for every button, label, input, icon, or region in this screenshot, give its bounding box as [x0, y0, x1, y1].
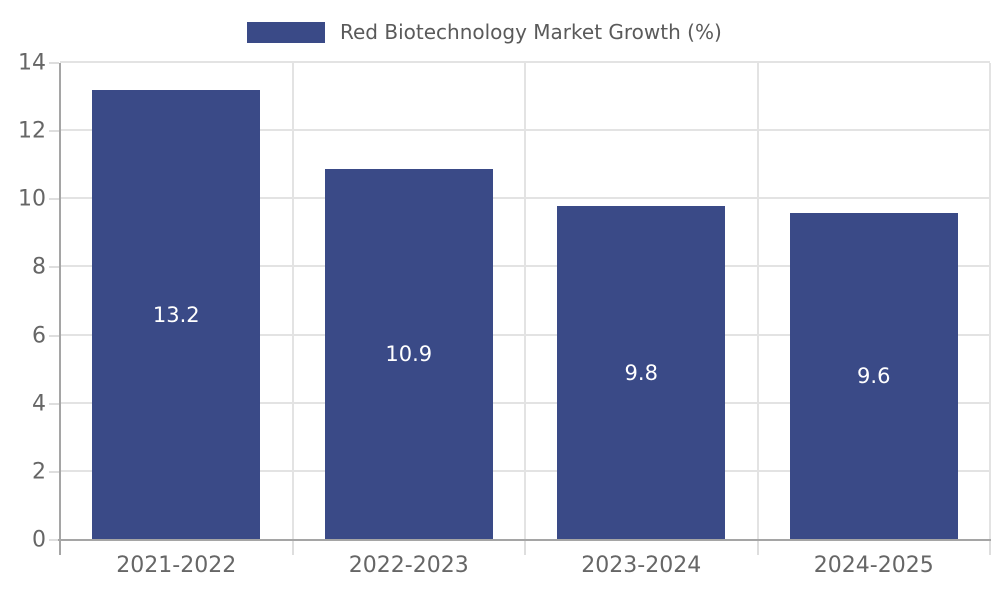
bar-2024-2025	[789, 212, 958, 540]
y-tick-label: 6	[32, 323, 46, 349]
bar-value-label: 9.8	[624, 361, 658, 386]
gridline-x-2	[524, 63, 526, 540]
bar-2021-2022	[92, 90, 261, 540]
y-tick-label: 4	[32, 391, 46, 417]
gridline-x-4	[989, 63, 991, 540]
x-axis-line	[58, 539, 991, 541]
y-tick-mark	[49, 539, 59, 541]
x-tick-label: 2021-2022	[116, 553, 237, 578]
bar-value-label: 13.2	[152, 303, 200, 328]
y-tick-mark	[49, 402, 59, 405]
bar-2023-2024	[557, 206, 726, 540]
legend-label: Red Biotechnology Market Growth (%)	[340, 20, 722, 44]
bar-2022-2023	[324, 168, 493, 540]
y-tick-label: 2	[32, 459, 46, 485]
y-tick-label: 10	[18, 186, 46, 212]
x-tick-label: 2023-2024	[581, 553, 702, 578]
y-tick-mark	[49, 198, 59, 201]
plot-area	[60, 61, 991, 540]
legend-swatch	[247, 21, 325, 43]
y-tick-label: 14	[18, 50, 46, 76]
x-tick-label: 2022-2023	[348, 553, 469, 578]
gridline-y-14	[60, 61, 990, 63]
y-tick-mark	[49, 62, 59, 64]
x-tick-mark	[291, 541, 294, 555]
y-tick-mark	[49, 334, 59, 337]
x-tick-mark	[756, 541, 759, 555]
gridline-x-3	[756, 63, 759, 540]
x-tick-mark	[524, 541, 526, 555]
x-tick-mark	[989, 541, 991, 555]
y-tick-mark	[49, 130, 59, 133]
y-tick-mark	[49, 470, 59, 473]
y-axis-line	[59, 63, 61, 555]
gridline-x-1	[291, 63, 294, 540]
y-tick-label: 0	[32, 527, 46, 553]
bar-value-label: 9.6	[857, 364, 891, 389]
y-tick-label: 8	[32, 254, 46, 280]
y-tick-label: 12	[18, 118, 46, 144]
y-tick-mark	[49, 266, 59, 269]
legend: Red Biotechnology Market Growth (%)	[247, 20, 722, 44]
bar-value-label: 10.9	[385, 342, 433, 367]
x-tick-label: 2024-2025	[813, 553, 934, 578]
